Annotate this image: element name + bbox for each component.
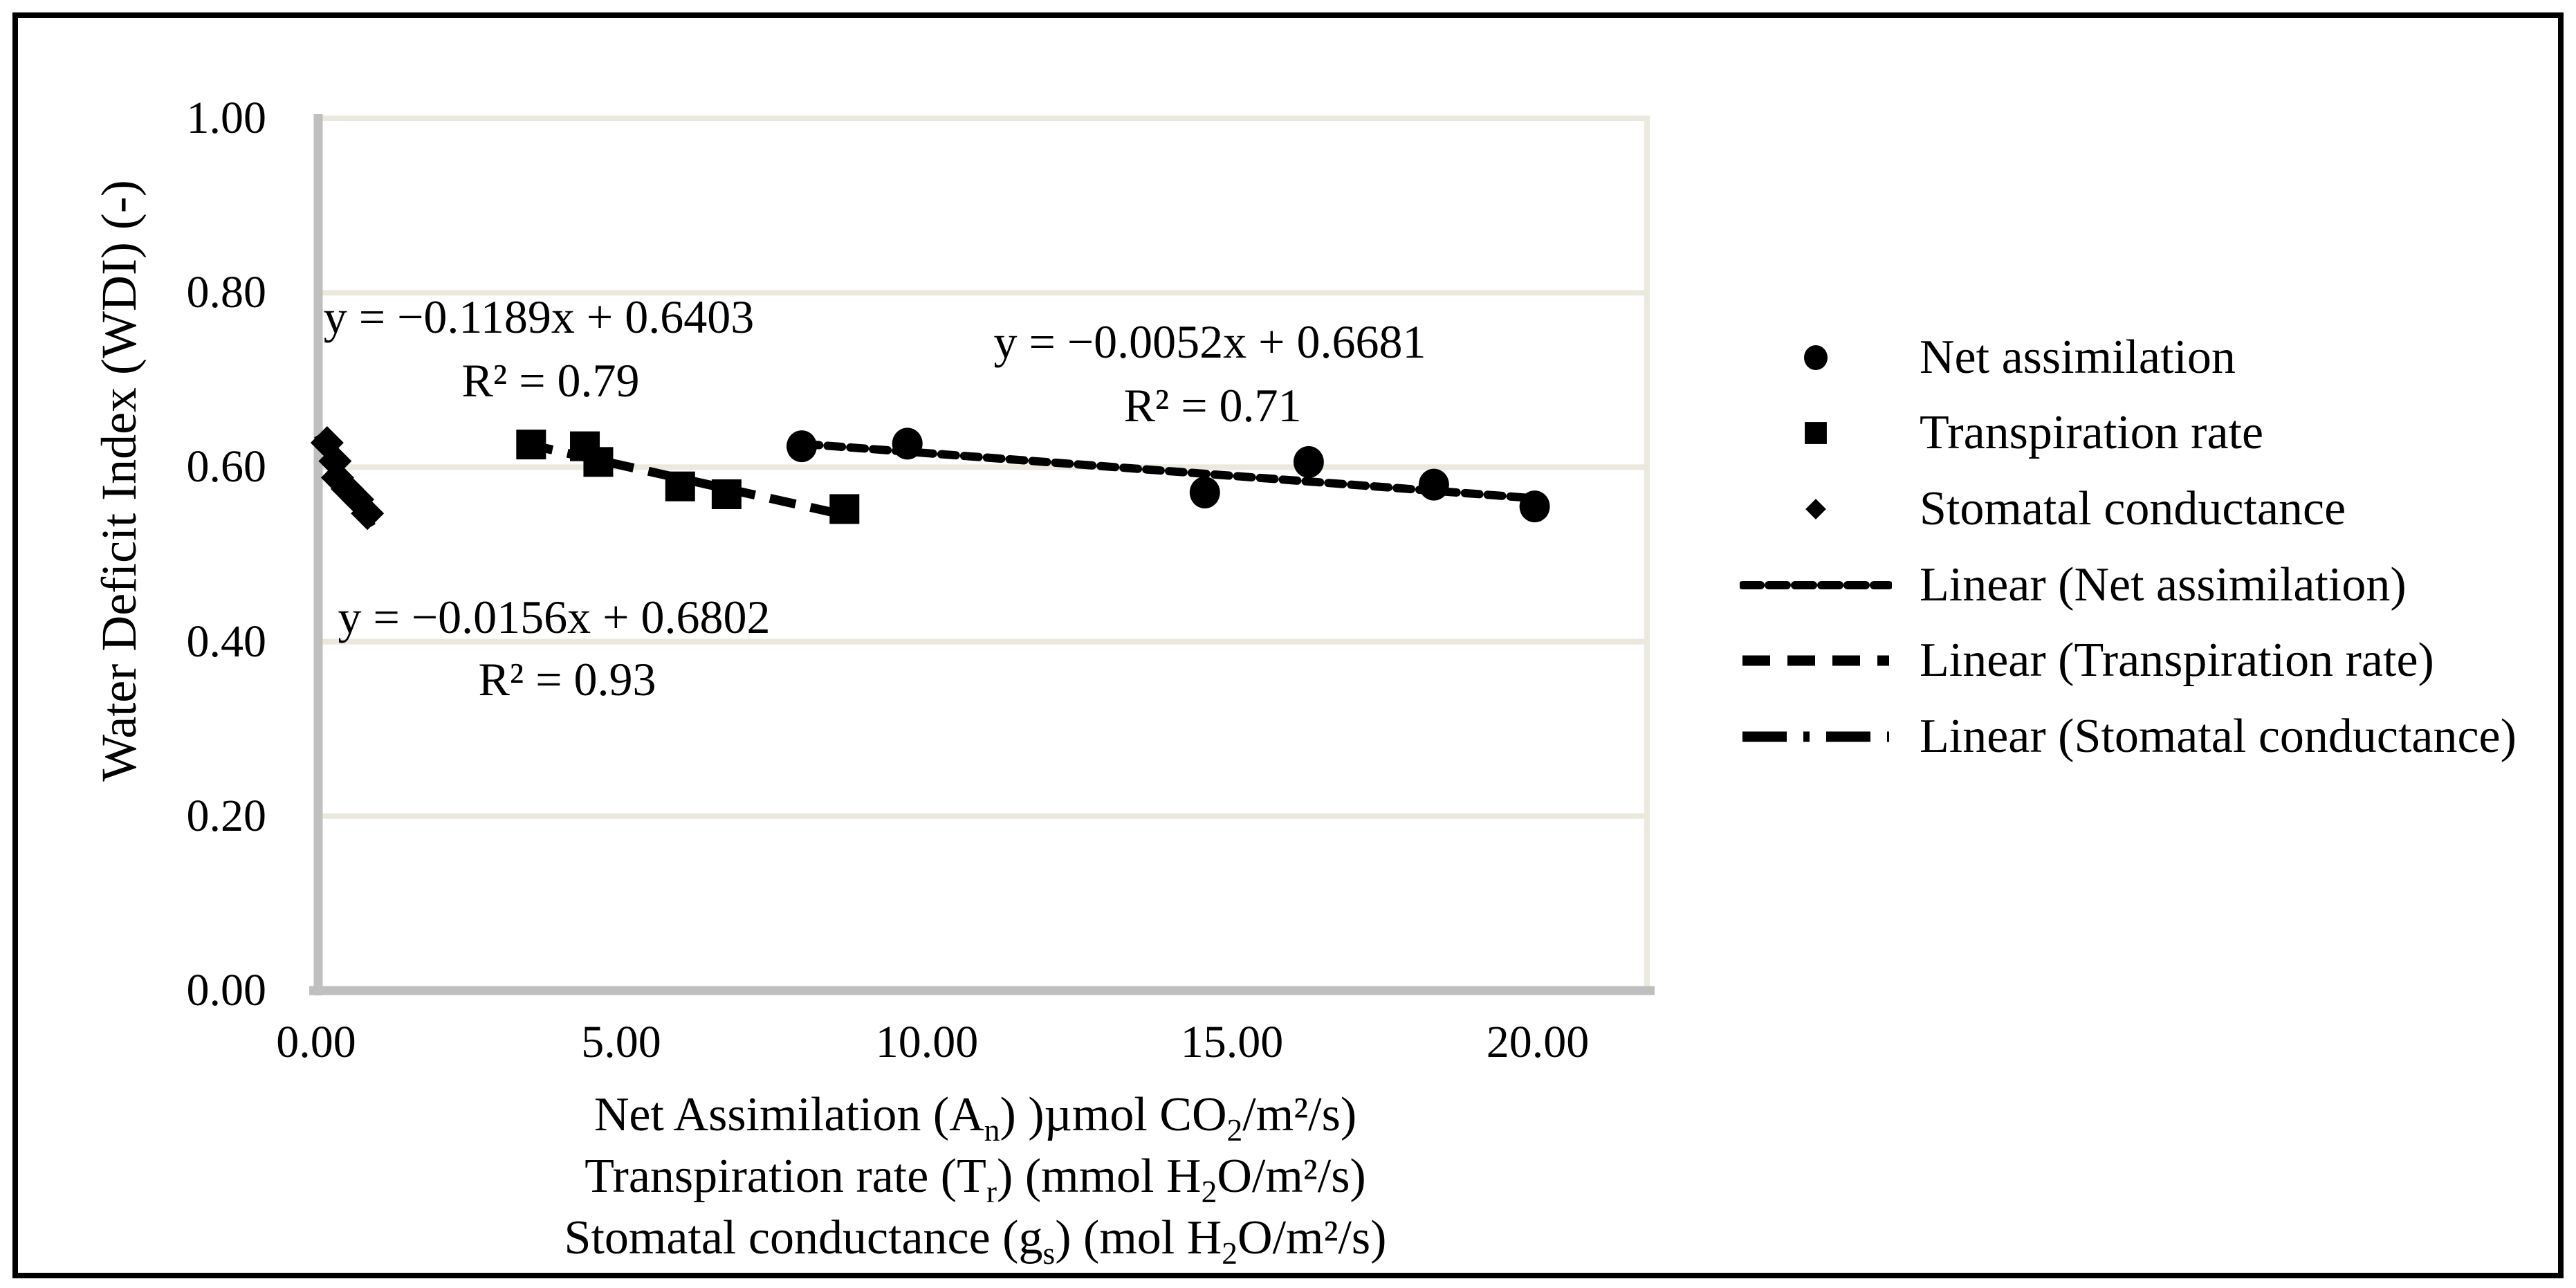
legend-fine-dash-line-icon xyxy=(1740,580,1892,589)
legend-item-linear-transpiration-rate: Linear (Transpiration rate) xyxy=(1740,623,2517,699)
legend-circle-marker-icon xyxy=(1804,344,1828,370)
equation-net-assimilation: y = −0.0052x + 0.6681 xyxy=(993,315,1426,368)
x-axis-title-line-2: Transpiration rate (Tr) (mmol H2O/m²/s) xyxy=(585,1150,1366,1209)
y-tick-0.40: 0.40 xyxy=(186,616,267,667)
legend-item-transpiration-rate: Transpiration rate xyxy=(1740,396,2517,472)
legend-item-linear-stomatal-conductance: Linear (Stomatal conductance) xyxy=(1740,699,2517,775)
legend-label: Stomatal conductance xyxy=(1920,481,2346,535)
legend-label: Net assimilation xyxy=(1920,330,2236,384)
y-tick-0.60: 0.60 xyxy=(186,441,267,492)
legend-label: Linear (Transpiration rate) xyxy=(1920,634,2434,688)
x-tick-0: 0.00 xyxy=(276,1017,356,1067)
chart-legend: Net assimilation Transpiration rate Stom… xyxy=(1740,320,2517,775)
y-tick-0.00: 0.00 xyxy=(186,965,267,1015)
x-tick-20: 20.00 xyxy=(1486,1017,1590,1067)
legend-label: Transpiration rate xyxy=(1920,406,2264,460)
legend-square-marker-icon xyxy=(1805,422,1827,445)
legend-label: Linear (Stomatal conductance) xyxy=(1920,709,2517,763)
equation-stomatal-conductance: y = −0.1189x + 0.6403 xyxy=(323,291,755,343)
legend-label: Linear (Net assimilation) xyxy=(1920,558,2407,611)
r2-net-assimilation: R² = 0.71 xyxy=(1123,379,1302,432)
y-tick-0.20: 0.20 xyxy=(186,791,267,841)
legend-dashdot-line-icon xyxy=(1742,731,1889,742)
x-tick-15: 15.00 xyxy=(1180,1017,1284,1067)
x-tick-5: 5.00 xyxy=(581,1017,661,1067)
y-tick-1.00: 1.00 xyxy=(186,93,267,143)
legend-item-stomatal-conductance: Stomatal conductance xyxy=(1740,471,2517,547)
x-axis-title-line-1: Net Assimilation (An) )µmol CO2/m²/s) xyxy=(594,1088,1357,1148)
x-axis-title-line-3: Stomatal conductance (gs) (mol H2O/m²/s) xyxy=(564,1211,1387,1271)
legend-medium-dash-line-icon xyxy=(1742,655,1889,666)
legend-diamond-marker-icon xyxy=(1805,499,1826,519)
legend-item-linear-net-assimilation: Linear (Net assimilation) xyxy=(1740,547,2517,623)
equation-transpiration-rate: y = −0.0156x + 0.6802 xyxy=(338,591,771,643)
x-tick-10: 10.00 xyxy=(875,1017,979,1067)
y-tick-0.80: 0.80 xyxy=(186,267,267,318)
r2-transpiration-rate: R² = 0.93 xyxy=(478,653,656,706)
legend-item-net-assimilation: Net assimilation xyxy=(1740,320,2517,396)
r2-stomatal-conductance: R² = 0.79 xyxy=(461,354,640,407)
